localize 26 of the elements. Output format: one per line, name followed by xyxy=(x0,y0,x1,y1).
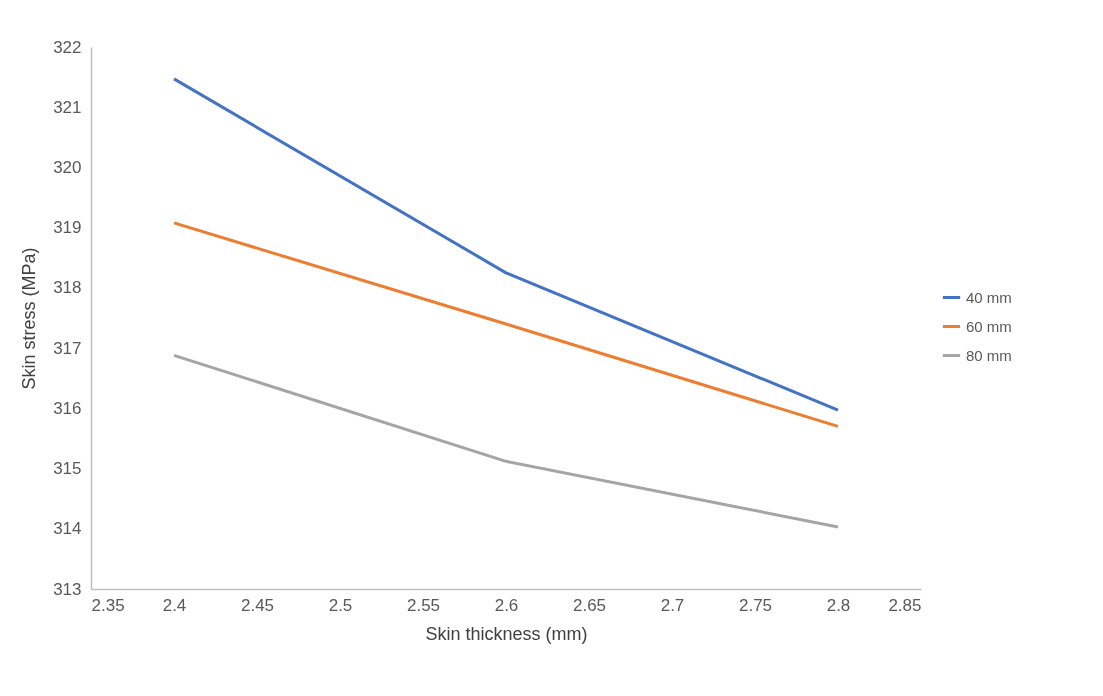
y-tick-label: 321 xyxy=(53,97,82,117)
y-tick-label: 313 xyxy=(53,579,82,599)
legend-label: 80 mm xyxy=(966,346,1012,364)
x-tick-label: 2.65 xyxy=(572,595,607,615)
y-tick-label: 318 xyxy=(53,278,82,298)
y-tick-label: 320 xyxy=(53,157,82,177)
y-tick-label: 315 xyxy=(53,459,82,479)
x-tick-label: 2.7 xyxy=(660,595,685,615)
y-tick-label: 316 xyxy=(53,398,82,418)
y-tick-label: 322 xyxy=(53,37,82,57)
x-tick-label: 2.45 xyxy=(240,595,275,615)
x-tick-label: 2.5 xyxy=(328,595,353,615)
x-tick-label: 2.55 xyxy=(406,595,441,615)
legend-label: 40 mm xyxy=(966,288,1012,306)
y-axis-title: Skin stress (MPa) xyxy=(19,247,40,390)
x-tick-label: 2.85 xyxy=(888,595,922,615)
x-tick-label: 2.35 xyxy=(91,595,125,615)
x-tick-label: 2.6 xyxy=(494,595,519,615)
x-tick-label: 2.75 xyxy=(738,595,773,615)
legend-label: 60 mm xyxy=(966,317,1012,335)
y-tick-label: 317 xyxy=(53,338,82,358)
x-axis-title: Skin thickness (mm) xyxy=(425,623,588,644)
x-tick-label: 2.8 xyxy=(826,595,851,615)
y-tick-label: 319 xyxy=(53,218,82,238)
y-tick-label: 314 xyxy=(53,519,82,539)
x-tick-label: 2.4 xyxy=(162,595,187,615)
